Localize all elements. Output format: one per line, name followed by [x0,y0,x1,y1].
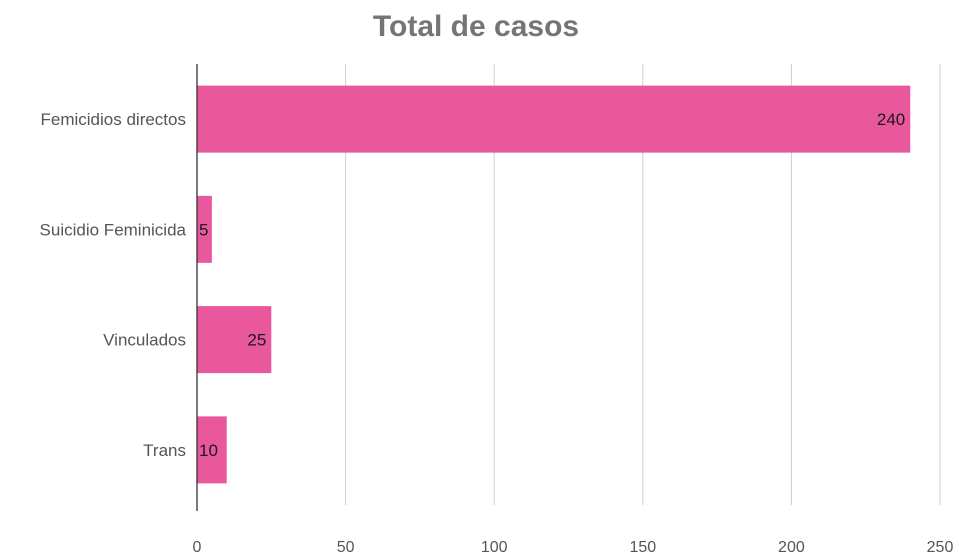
data-labels: 240 5 25 10 [199,110,905,460]
data-label-0: 240 [877,110,905,129]
x-tick-label-4: 200 [778,539,805,556]
data-label-3: 10 [199,441,218,460]
data-label-2: 25 [247,331,266,350]
x-tick-label-0: 0 [193,539,202,556]
category-label-0: Femicidios directos [41,110,187,129]
x-tick-labels: 0 50 100 150 200 250 [193,539,954,556]
category-label-2: Vinculados [103,331,186,350]
x-tick-label-5: 250 [927,539,954,556]
category-label-1: Suicidio Feminicida [40,220,187,239]
chart-title: Total de casos [373,10,579,43]
bars [197,85,911,484]
x-tick-label-2: 100 [481,539,508,556]
bar-1 [197,195,212,263]
bar-3 [197,416,227,484]
x-tick-label-1: 50 [337,539,355,556]
bar-0 [197,85,911,153]
bar-2 [197,306,272,374]
category-label-3: Trans [143,441,186,460]
x-tick-label-3: 150 [629,539,656,556]
data-label-1: 5 [199,220,208,239]
category-labels: Femicidios directos Suicidio Feminicida Vi… [40,110,187,460]
